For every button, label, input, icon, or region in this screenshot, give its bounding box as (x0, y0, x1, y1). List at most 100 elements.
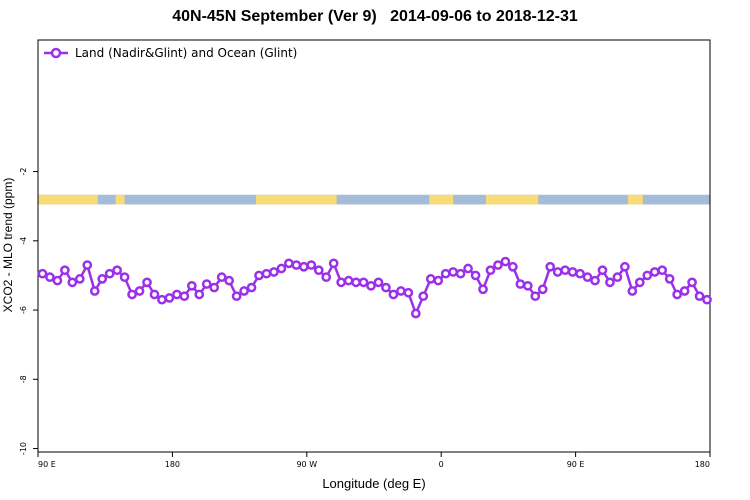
legend-point-marker (50, 47, 62, 59)
y-tick-label: -2 (19, 168, 28, 176)
data-point (157, 294, 167, 305)
land-band-segment (256, 194, 337, 205)
data-point (164, 293, 175, 303)
data-point (448, 267, 458, 277)
data-point (224, 275, 234, 286)
land-band-segment (429, 194, 454, 205)
data-point (388, 289, 399, 300)
data-point (381, 282, 391, 293)
data-point (672, 289, 682, 300)
data-point (478, 284, 488, 295)
x-tick-label: 90 E (38, 460, 56, 469)
y-tick-label: -8 (19, 375, 28, 383)
data-point (664, 274, 675, 284)
data-point (508, 261, 518, 272)
data-series (37, 256, 712, 319)
x-tick-label: 180 (165, 460, 180, 469)
data-point (97, 274, 108, 284)
data-point (306, 260, 317, 270)
data-point (567, 267, 578, 277)
data-point (418, 291, 429, 302)
land-ocean-band (38, 194, 710, 205)
data-point (702, 294, 712, 305)
data-point (142, 277, 152, 288)
y-tick-label: -10 (19, 442, 28, 455)
data-point (552, 267, 563, 277)
data-point (186, 280, 197, 291)
data-point (522, 280, 533, 291)
data-point (694, 291, 705, 302)
data-point (216, 272, 227, 283)
legend: Land (Nadir&Glint) and Ocean (Glint) (44, 46, 297, 60)
data-point (37, 268, 48, 279)
data-point (60, 265, 70, 276)
data-point (493, 260, 503, 270)
data-point (231, 291, 242, 302)
data-point (298, 261, 309, 272)
data-point (328, 258, 339, 269)
data-point (605, 277, 615, 288)
data-point (172, 289, 182, 300)
data-point (455, 268, 466, 279)
data-point (649, 267, 660, 277)
data-point (612, 272, 623, 283)
data-point (104, 268, 115, 279)
data-point (627, 286, 638, 296)
data-point (433, 275, 444, 286)
land-band-segment (115, 194, 125, 205)
chart-title: 40N-45N September (Ver 9) 2014-09-06 to … (172, 8, 578, 25)
data-point (284, 258, 294, 269)
land-band-segment (486, 194, 539, 205)
data-point (149, 289, 160, 300)
data-point (74, 274, 85, 284)
axes: -2 -4 -6 -8 -10 90 E 180 90 W 0 90 E 180 (19, 39, 711, 469)
data-point (687, 277, 697, 288)
data-point (537, 284, 548, 295)
data-point (582, 272, 593, 283)
data-point (463, 263, 473, 274)
data-point (291, 260, 302, 270)
data-point (410, 308, 421, 319)
data-point (620, 261, 630, 272)
data-point (321, 272, 332, 283)
data-point (127, 289, 137, 300)
data-point (82, 260, 93, 270)
data-point (336, 277, 346, 288)
data-point (575, 268, 585, 279)
data-point (112, 265, 122, 276)
data-point (179, 291, 190, 302)
data-point (679, 286, 690, 296)
data-point (201, 279, 212, 289)
data-point (373, 277, 384, 288)
data-point (515, 279, 526, 289)
data-point (269, 267, 279, 277)
data-point (351, 277, 361, 288)
y-tick-label: -4 (19, 237, 28, 245)
data-point (485, 265, 496, 276)
data-point (366, 280, 376, 291)
data-point (254, 270, 264, 281)
data-point (52, 275, 63, 286)
data-point (530, 291, 541, 302)
land-band-segment (38, 194, 98, 205)
data-point (425, 274, 436, 284)
data-point (45, 272, 55, 283)
data-point (134, 286, 145, 296)
data-point (657, 265, 668, 276)
data-point (470, 270, 481, 281)
data-point (403, 287, 414, 298)
data-point (67, 277, 78, 288)
data-point (500, 256, 511, 267)
data-point (545, 261, 556, 272)
x-tick-label: 0 (439, 460, 444, 469)
data-point (634, 277, 645, 288)
data-point (313, 265, 324, 276)
data-point (343, 275, 354, 286)
x-tick-label: 90 E (567, 460, 585, 469)
data-point (560, 265, 570, 276)
plot-frame (37, 39, 711, 453)
data-point (642, 270, 653, 281)
data-point (440, 268, 451, 279)
data-point (119, 272, 130, 283)
x-axis-label: Longitude (deg E) (322, 476, 426, 491)
